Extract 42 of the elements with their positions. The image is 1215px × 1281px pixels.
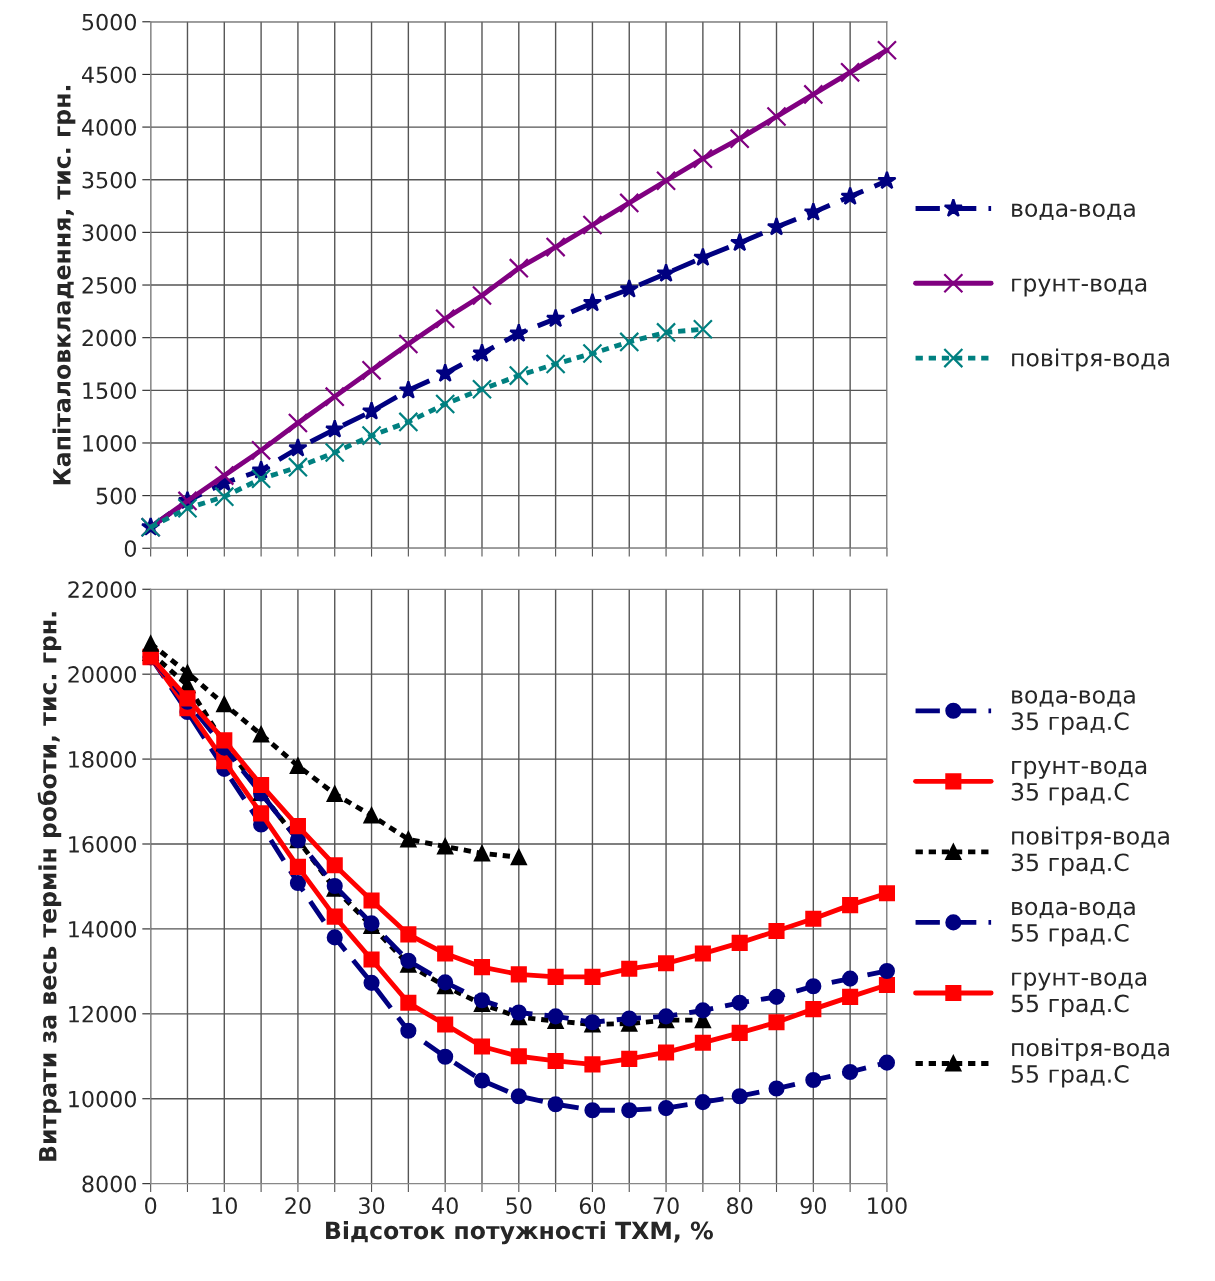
y-tick-label: 4500 [82, 66, 136, 84]
x-tick-label: 30 [359, 1197, 385, 1215]
x-tick-label: 100 [868, 1197, 907, 1215]
y-tick-label: 3000 [82, 224, 136, 242]
y-tick-label: 2500 [82, 276, 136, 294]
y-tick-label: 16000 [69, 835, 136, 853]
x-tick-label: 90 [800, 1197, 826, 1215]
y-tick-label: 10000 [69, 1090, 136, 1108]
y-tick-label: 3500 [82, 171, 136, 189]
legend-label: повітря-вода 55 град.С [1011, 1038, 1169, 1088]
y-tick-label: 22000 [68, 581, 136, 599]
legend-label: вода-вода 35 град.С [1011, 690, 1135, 735]
y-tick-label: 4000 [82, 119, 136, 136]
legend-label: грунт-вода 35 град.С [1011, 760, 1147, 806]
y-tick-label: 2000 [82, 329, 136, 347]
x-tick-label: 10 [212, 1197, 237, 1215]
legend-label: повітря-вода [1012, 348, 1169, 372]
legend-label: повітря-вода 35 град.С [1011, 826, 1169, 876]
y-tick-label: 8000 [82, 1175, 136, 1193]
x-axis-title: Відсоток потужності ТХМ, % [326, 1221, 713, 1245]
y-tick-label: 18000 [69, 751, 136, 768]
y-tick-label: 1000 [83, 434, 136, 452]
x-tick-label: 60 [579, 1197, 606, 1215]
x-tick-label: 70 [653, 1197, 679, 1215]
y-tick-label: 5000 [82, 13, 136, 31]
x-tick-label: 0 [145, 1197, 157, 1215]
y-axis-title: Витрати за весь термін роботи, тис. грн. [37, 612, 62, 1161]
x-tick-label: 80 [727, 1197, 753, 1215]
y-axis-title: Капіталовкладення, тис. грн. [52, 85, 76, 485]
x-tick-label: 40 [432, 1197, 458, 1215]
y-tick-label: 14000 [69, 920, 136, 938]
x-tick-label: 20 [285, 1197, 311, 1215]
x-tick-label: 50 [506, 1197, 532, 1215]
y-tick-label: 500 [96, 487, 136, 505]
y-tick-label: 20000 [68, 666, 136, 683]
legend-label: грунт-вода 55 град.С [1011, 972, 1147, 1017]
legend-label: грунт-вода [1012, 278, 1147, 297]
legend-label: вода-вода 55 град.С [1011, 901, 1135, 947]
y-tick-label: 12000 [69, 1005, 136, 1023]
y-tick-label: 0 [124, 540, 136, 558]
legend-label: вода-вода [1012, 203, 1135, 220]
y-tick-label: 1500 [83, 382, 136, 400]
